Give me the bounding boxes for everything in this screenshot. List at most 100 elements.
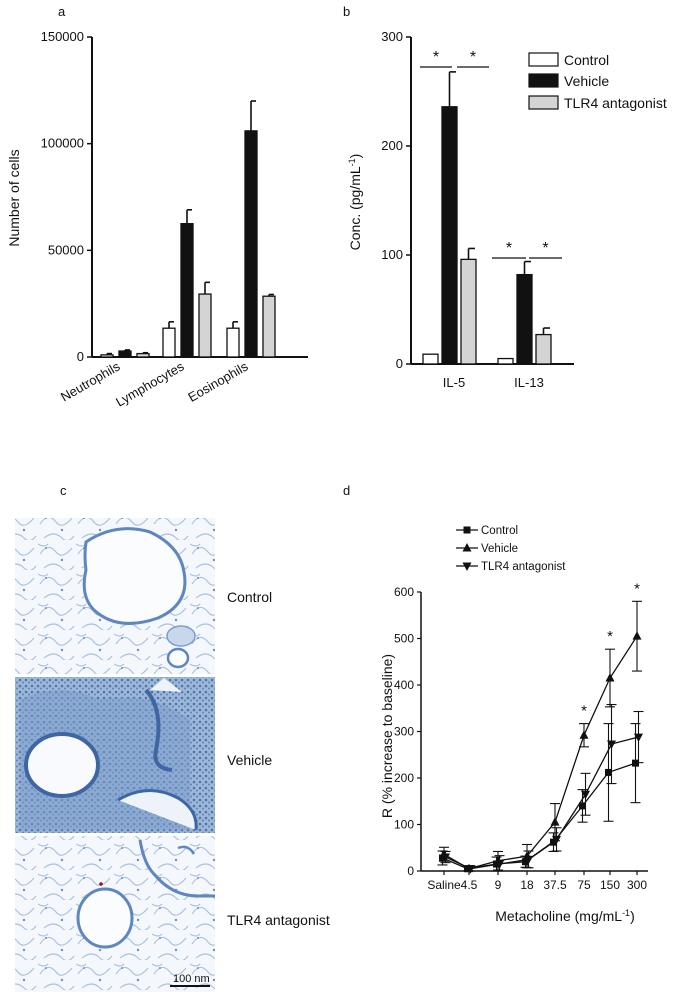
chart-d-xlabel: Metacholine (mg/mL-1) xyxy=(495,908,635,924)
chart-d-line-control xyxy=(442,762,636,870)
chart-d-xtick-label: 300 xyxy=(627,878,647,892)
chart-d-ytick-label: 500 xyxy=(394,632,414,646)
chart-d-ylabel: R (% increase to baseline) xyxy=(379,654,395,818)
chart-d-legend-marker xyxy=(463,526,471,534)
chart-d-point-vehicle xyxy=(605,673,615,682)
chart-b-bar xyxy=(497,357,514,365)
chart-a-bar xyxy=(262,295,276,358)
chart-d-xtick-label: 37.5 xyxy=(543,878,567,892)
chart-a-bar xyxy=(100,354,114,358)
chart-d-legend-marker xyxy=(462,543,472,552)
chart-b-xtick-label: IL-5 xyxy=(443,375,465,390)
chart-b-bar xyxy=(441,106,458,365)
chart-a-bar xyxy=(244,130,258,358)
chart-a-ytick-label: 100000 xyxy=(41,136,84,151)
chart-a-ytick-label: 0 xyxy=(77,349,84,364)
chart-b-bar xyxy=(516,273,533,365)
panel-c-letter: c xyxy=(60,483,67,498)
chart-d-ytick-label: 100 xyxy=(394,818,414,832)
chart-a-ytick-label: 50000 xyxy=(48,242,84,257)
chart-b-significance-star: * xyxy=(433,49,439,66)
chart-b-ytick-label: 100 xyxy=(381,247,403,262)
chart-b-significance-star: * xyxy=(542,240,548,257)
legend-swatch-vehicle xyxy=(528,73,559,88)
legend-label-tlr4: TLR4 antagonist xyxy=(564,95,667,111)
legend-swatch-tlr4 xyxy=(528,95,559,110)
chart-b: Conc. (pg/mL-1) Control Vehicle TLR4 ant… xyxy=(347,29,667,390)
chart-d-point-vehicle xyxy=(632,631,642,640)
chart-b-ylabel-sup: -1 xyxy=(347,158,357,166)
chart-d-legend-marker xyxy=(462,562,472,571)
chart-b-xtick-label: IL-13 xyxy=(514,375,544,390)
chart-d-point-tlr4 xyxy=(441,853,450,863)
chart-d-legend-label: TLR4 antagonist xyxy=(481,561,566,573)
chart-d-ytick-label: 200 xyxy=(394,771,414,785)
chart-a-ytick-label: 150000 xyxy=(41,29,84,44)
chart-d-xtick-label: 18 xyxy=(520,878,534,892)
chart-d-point-control xyxy=(522,858,529,866)
chart-b-ylabel: Conc. (pg/mL-1) xyxy=(347,154,363,251)
chart-d-ytick-label: 600 xyxy=(394,585,414,599)
chart-d-significance-star: * xyxy=(581,703,587,720)
chart-a-bar xyxy=(226,327,240,358)
chart-d-point-tlr4 xyxy=(552,835,561,845)
panel-b-letter: b xyxy=(343,4,350,19)
chart-d-ytick-label: 300 xyxy=(394,725,414,739)
chart-d-line-tlr4 xyxy=(445,736,639,870)
chart-b-bar xyxy=(422,353,439,365)
chart-a-xtick-label: Lymphocytes xyxy=(113,358,187,409)
chart-d-point-tlr4 xyxy=(495,860,504,870)
chart-d-point-control xyxy=(605,768,612,776)
histology-label-control: Control xyxy=(227,589,272,605)
chart-d-point-control xyxy=(439,854,446,862)
chart-a-bar xyxy=(198,293,212,358)
chart-d-point-tlr4 xyxy=(634,733,643,743)
legend-label-vehicle: Vehicle xyxy=(564,73,609,89)
chart-d-point-vehicle xyxy=(550,817,560,826)
chart-a-bar xyxy=(180,223,194,358)
chart-d-ytick-label: 400 xyxy=(394,678,414,692)
chart-d-xtick-label: 75 xyxy=(577,878,591,892)
chart-b-significance-star: * xyxy=(470,49,476,66)
chart-d-significance-star: * xyxy=(607,628,613,645)
chart-d-significance-star: * xyxy=(634,580,640,597)
histology-label-tlr4: TLR4 antagonist xyxy=(227,912,330,928)
chart-a-bar xyxy=(136,352,150,358)
scale-bar-label: 100 nm xyxy=(173,973,210,985)
chart-d-point-tlr4 xyxy=(466,865,475,874)
legend-label-control: Control xyxy=(564,52,609,68)
chart-d-xtick-label: Saline xyxy=(427,878,461,892)
chart-d: R (% increase to baseline) Metacholine (… xyxy=(379,525,648,924)
chart-b-significance-star: * xyxy=(506,240,512,257)
chart-d-xtick-label: 150 xyxy=(600,878,620,892)
chart-b-ylabel-close: ) xyxy=(347,154,363,159)
chart-b-legend: Control Vehicle TLR4 antagonist xyxy=(528,52,667,111)
chart-d-point-tlr4 xyxy=(581,790,590,800)
chart-d-point-tlr4 xyxy=(524,855,533,865)
chart-b-bar xyxy=(535,333,552,365)
chart-a-ylabel: Number of cells xyxy=(6,149,22,246)
chart-d-xtick-label: 9 xyxy=(495,878,502,892)
histology-image-tlr4 xyxy=(15,836,215,992)
chart-b-ytick-label: 300 xyxy=(381,29,403,44)
chart-d-point-control xyxy=(579,802,586,810)
panel-a-letter: a xyxy=(58,4,66,19)
panel-d-letter: d xyxy=(343,483,350,498)
chart-d-xlabel-close: ) xyxy=(630,908,635,924)
chart-d-xtick-label: 4.5 xyxy=(461,878,478,892)
chart-d-point-tlr4 xyxy=(607,740,616,750)
histology-image-vehicle xyxy=(15,677,215,833)
chart-a-bar xyxy=(162,327,176,358)
histology-label-vehicle: Vehicle xyxy=(227,752,272,768)
chart-d-xlabel-sup: -1 xyxy=(622,908,630,918)
chart-a-bar xyxy=(118,350,132,358)
chart-b-ytick-label: 0 xyxy=(396,356,403,371)
chart-b-ylabel-main: Conc. (pg/mL xyxy=(347,166,363,250)
chart-d-legend: Control Vehicle TLR4 antagonist xyxy=(456,525,566,573)
chart-d-xlabel-main: Metacholine (mg/mL xyxy=(495,908,622,924)
chart-d-legend-label: Control xyxy=(481,525,518,537)
chart-a-xtick-label: Eosinophils xyxy=(185,358,251,404)
chart-d-ytick-label: 0 xyxy=(407,864,414,878)
histology-panel: 100 nm Control Vehicle TLR4 antagonist xyxy=(15,518,330,992)
